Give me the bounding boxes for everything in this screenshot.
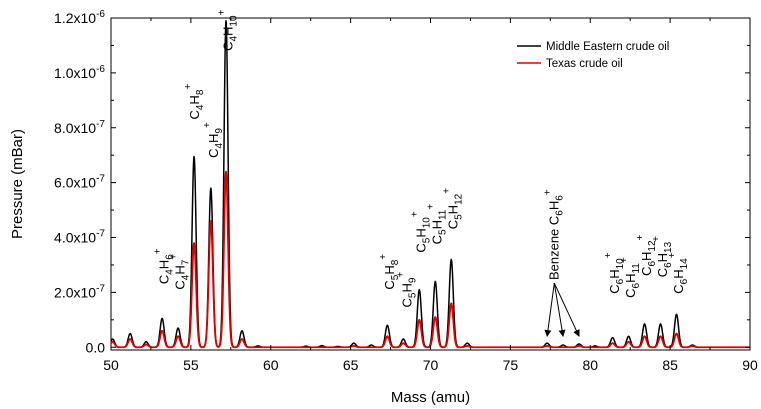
- legend-entry: Middle Eastern crude oil: [546, 41, 669, 53]
- benzene-arrow: [553, 282, 580, 337]
- series-line-middle-eastern: [110, 19, 751, 349]
- benzene-arrow: [553, 282, 566, 337]
- y-tick-label: 2.0x10-7: [54, 283, 105, 300]
- x-tick-label: 55: [183, 357, 199, 373]
- ion-label: C5H9+: [395, 272, 418, 308]
- x-tick-label: 50: [103, 357, 119, 373]
- ion-label: C4H9+: [202, 122, 225, 158]
- x-tick-label: 65: [343, 357, 359, 373]
- x-tick-label: 90: [742, 357, 758, 373]
- y-tick-label: 6.0x10-7: [54, 174, 105, 191]
- y-tick-label: 0.0: [86, 339, 106, 355]
- benzene-label: Benzene C6H6+: [542, 189, 565, 280]
- ion-label: C6H12+: [635, 234, 658, 275]
- ion-label: C4H6+: [153, 248, 176, 284]
- legend-entry: Texas crude oil: [546, 58, 623, 70]
- x-tick-label: 85: [662, 357, 678, 373]
- ion-label: C6H10+: [603, 252, 626, 293]
- y-tick-label: 1.0x10-6: [54, 64, 105, 81]
- plot-border: [110, 17, 751, 351]
- x-tick-label: 60: [263, 357, 279, 373]
- benzene-arrow: [544, 282, 555, 337]
- ion-label: C5H10+: [410, 211, 433, 252]
- ion-label: C5H11+: [426, 204, 449, 245]
- ion-label: C5H8+: [378, 254, 401, 290]
- ion-label: C5H12+: [442, 188, 465, 229]
- x-axis-ticks: 50 55 60 65 70 75 80 85 90: [103, 18, 758, 373]
- ion-label: C4H8+: [183, 84, 206, 120]
- y-axis-title: Pressure (mBar): [9, 129, 26, 239]
- ion-label: C4H7+: [168, 254, 191, 290]
- x-tick-label: 80: [582, 357, 598, 373]
- x-axis-title: Mass (amu): [391, 389, 470, 406]
- y-axis-ticks: 0.0 2.0x10-7 4.0x10-7 6.0x10-7 8.0x10-7 1.0x1…: [54, 9, 750, 355]
- ion-label: C6H13+: [651, 236, 674, 277]
- y-tick-label: 1.2x10-6: [54, 9, 105, 26]
- plot-frame: [110, 17, 751, 351]
- legend: Middle Eastern crude oil Texas crude oil: [517, 41, 669, 70]
- ion-label: C6H11+: [619, 257, 642, 298]
- y-tick-label: 4.0x10-7: [54, 229, 105, 246]
- y-tick-label: 8.0x10-7: [54, 119, 105, 136]
- x-tick-label: 70: [423, 357, 439, 373]
- peak-annotations: C4H6+C4H7+ C4H8+C4H9+ C4H10+ C5H8+C5H9+ C5H1…: [153, 9, 690, 337]
- series-lines: [110, 19, 751, 349]
- ion-label: C6H14+: [667, 252, 690, 293]
- ion-label: C4H10+: [216, 9, 239, 50]
- x-tick-label: 75: [503, 357, 519, 373]
